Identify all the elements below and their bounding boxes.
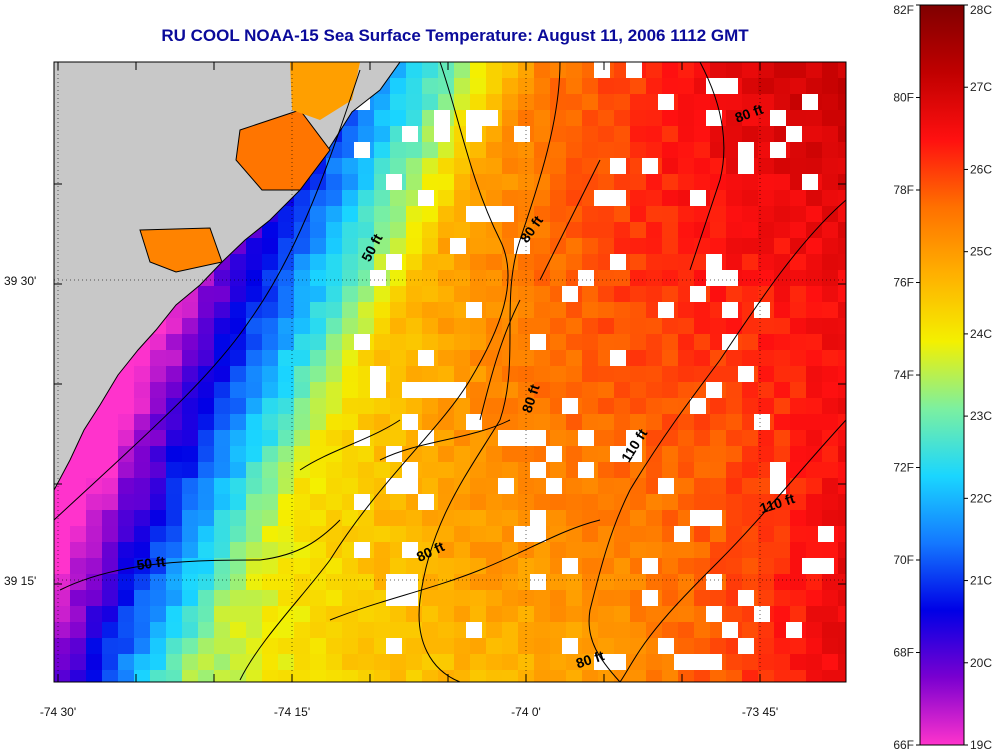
- axis-labels: -74 30' -74 15' -74 0' -73 45' 39 30' 39 15': [4, 274, 778, 719]
- colorbar-c-label: 25C: [970, 245, 992, 259]
- lat-tick-label: 39 15': [4, 574, 36, 588]
- lon-tick-label: -74 15': [274, 705, 310, 719]
- colorbar-c-label: 19C: [970, 738, 992, 752]
- land-mass: [54, 62, 401, 491]
- colorbar-f-label: 74F: [893, 368, 914, 382]
- bathymetry-contours: [54, 62, 846, 682]
- lat-tick-label: 39 30': [4, 274, 36, 288]
- colorbar-f-label: 80F: [893, 91, 914, 105]
- colorbar-c-label: 27C: [970, 80, 992, 94]
- cloud-gaps: [354, 62, 834, 670]
- colorbar-c-label: 28C: [970, 3, 992, 17]
- colorbar-c-label: 23C: [970, 409, 992, 423]
- lon-tick-label: -74 30': [40, 705, 76, 719]
- colorbar-c-label: 22C: [970, 491, 992, 505]
- colorbar: 82F 80F 78F 76F 74F 72F 70F 68F 66F 28C 27C 26C 25C 2…: [893, 3, 992, 752]
- chart-title: RU COOL NOAA-15 Sea Surface Temperature:…: [161, 26, 749, 45]
- colorbar-c-label: 21C: [970, 574, 992, 588]
- colorbar-f-label: 68F: [893, 646, 914, 660]
- lon-tick-label: -74 0': [511, 705, 541, 719]
- colorbar-f-label: 78F: [893, 183, 914, 197]
- lon-tick-label: -73 45': [742, 705, 778, 719]
- colorbar-f-label: 72F: [893, 461, 914, 475]
- colorbar-c-label: 26C: [970, 162, 992, 176]
- frame-ticks: [54, 62, 846, 682]
- colorbar-f-label: 82F: [893, 3, 914, 17]
- contour-label: 50 ft: [136, 553, 167, 573]
- colorbar-c-label: 24C: [970, 327, 992, 341]
- colorbar-f-label: 70F: [893, 553, 914, 567]
- colorbar-f-label: 66F: [893, 738, 914, 752]
- map-frame: [53, 61, 847, 683]
- grid-lines: [54, 62, 846, 682]
- colorbar-ticks: 82F 80F 78F 76F 74F 72F 70F 68F 66F 28C 27C 26C 25C 2…: [893, 3, 992, 752]
- colorbar-f-label: 76F: [893, 276, 914, 290]
- colorbar-c-label: 20C: [970, 656, 992, 670]
- colorbar-gradient: [919, 4, 965, 746]
